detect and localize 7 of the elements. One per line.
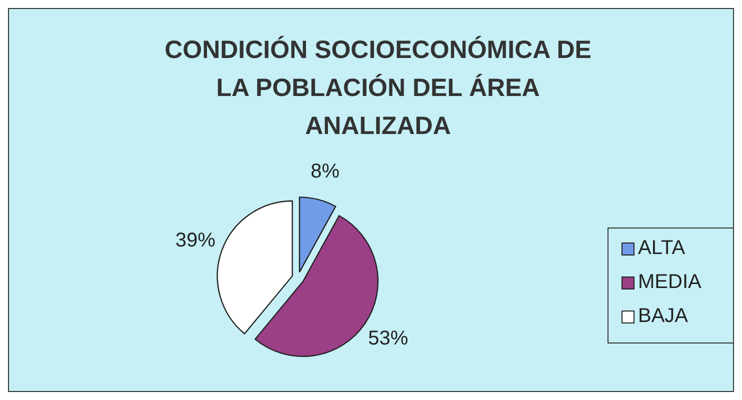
legend-label: ALTA — [638, 237, 686, 259]
chart-title: CONDICIÓN SOCIOECONÓMICA DE LA POBLACIÓN DEL ÁREA ANALIZADA — [164, 35, 592, 140]
legend-label: BAJA — [638, 305, 689, 327]
legend-label: MEDIA — [638, 271, 702, 293]
data-label: 39% — [175, 229, 216, 252]
data-label: 8% — [310, 160, 340, 183]
data-label: 53% — [368, 328, 408, 350]
